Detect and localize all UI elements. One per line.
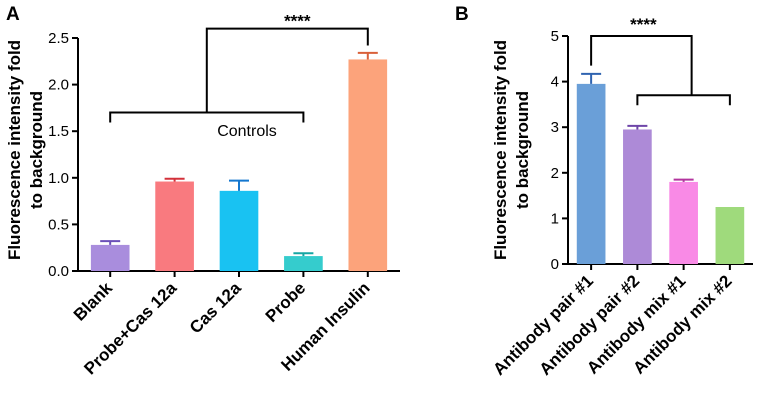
panel-b-significance-label: **** [630,15,657,34]
panel-a-controls-label: Controls [217,123,277,140]
panel-a-y-tick-label: 2.0 [48,77,69,94]
panel-a-y-title-line2: to background [27,91,46,209]
panel-a-y-tick-label: 0.0 [48,263,69,280]
panel-b-bar [715,207,745,264]
panel-a-bar [284,256,323,271]
panel-b: B Fluorescence intensity fold to backgro… [455,4,753,379]
panel-a-category-label: Blank [70,278,117,325]
panel-b-y-tick-label: 5 [551,28,559,45]
panel-b-bar [669,181,698,264]
panel-b-y-title-line1: Fluorescence intensity fold [491,40,510,260]
panel-a-y-tick-label: 1.0 [48,170,69,187]
panel-a-bar [219,190,259,271]
panel-a-bar [155,181,194,271]
panel-b-y-tick-label: 1 [551,210,559,227]
panel-a-significance-label: **** [284,12,311,31]
panel-b-bar [623,129,652,264]
panel-a-y-title-line1: Fluorescence intensity fold [5,40,24,260]
panel-a-label: A [6,4,20,25]
panel-a-bar [90,244,130,271]
panel-a-y-tick-label: 1.5 [48,123,69,140]
panel-a-category-label: Cas 12a [186,278,245,337]
panel-a-category-label: Probe [262,278,310,326]
panel-a-y-tick-label: 2.5 [48,30,69,47]
panel-b-y-title-line2: to background [513,91,532,209]
panel-a-bar [348,59,388,271]
panel-b-group-bracket [636,94,731,106]
panel-b-bar [576,83,606,264]
panel-b-y-tick-label: 4 [551,74,559,91]
panel-b-y-tick-label: 0 [551,256,559,273]
panel-b-y-tick-label: 3 [551,119,559,136]
panel-a-controls-bracket [109,111,305,123]
panel-a-y-tick-label: 0.5 [48,216,69,233]
panel-b-significance-bracket [590,35,693,96]
panel-a: A Fluorescence intensity fold to backgro… [5,4,400,378]
panel-a-significance-bracket [205,27,369,113]
panel-b-label: B [455,4,469,25]
panel-b-y-tick-label: 2 [551,165,559,182]
